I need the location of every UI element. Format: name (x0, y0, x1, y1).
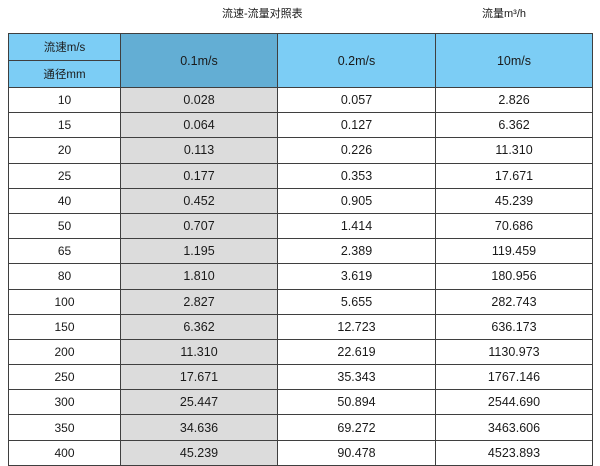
cell-flow-0: 11.310 (120, 338, 278, 366)
cell-flow-0: 17.671 (120, 364, 278, 391)
cell-flow-2: 1767.146 (435, 364, 593, 391)
cell-flow-1: 1.414 (277, 212, 436, 240)
table-title: 流速-流量对照表 (222, 8, 303, 20)
table-row: 10 0.028 0.057 2.826 (8, 86, 593, 114)
cell-flow-1: 0.226 (277, 137, 436, 164)
cell-flow-2: 1130.973 (435, 338, 593, 366)
header-row-bottom: 通径mm (8, 60, 593, 88)
caption-bar: 流速-流量对照表 流量m³/h (0, 0, 600, 33)
cell-diameter: 400 (8, 439, 121, 466)
table-row: 150 6.362 12.723 636.173 (8, 313, 593, 340)
cell-diameter: 25 (8, 162, 121, 189)
table-row: 200 11.310 22.619 1130.973 (8, 338, 593, 366)
header-velocity-1: 0.2m/s (277, 33, 436, 88)
cell-flow-1: 3.619 (277, 263, 436, 290)
header-row-top: 流速m/s 0.1m/s 0.2m/s 10m/s (8, 33, 593, 88)
cell-diameter: 250 (8, 364, 121, 391)
cell-flow-1: 5.655 (277, 288, 436, 315)
table-row: 100 2.827 5.655 282.743 (8, 288, 593, 315)
cell-diameter: 40 (8, 187, 121, 214)
cell-flow-0: 6.362 (120, 313, 278, 340)
cell-flow-2: 2.826 (435, 86, 593, 114)
cell-flow-0: 0.452 (120, 187, 278, 214)
cell-flow-2: 180.956 (435, 263, 593, 290)
table-body: 流速m/s 0.1m/s 0.2m/s 10m/s 通径mm 10 0.028 0.… (8, 33, 593, 466)
table-row: 80 1.810 3.619 180.956 (8, 263, 593, 290)
table-row: 50 0.707 1.414 70.686 (8, 212, 593, 240)
table-row: 25 0.177 0.353 17.671 (8, 162, 593, 189)
table-row: 15 0.064 0.127 6.362 (8, 112, 593, 139)
cell-flow-2: 636.173 (435, 313, 593, 340)
cell-flow-0: 0.113 (120, 137, 278, 164)
cell-flow-2: 70.686 (435, 212, 593, 240)
cell-flow-0: 34.636 (120, 414, 278, 441)
cell-flow-0: 1.810 (120, 263, 278, 290)
cell-flow-2: 119.459 (435, 238, 593, 265)
cell-flow-1: 12.723 (277, 313, 436, 340)
cell-flow-1: 50.894 (277, 389, 436, 416)
table-row: 350 34.636 69.272 3463.606 (8, 414, 593, 441)
cell-flow-1: 0.353 (277, 162, 436, 189)
cell-flow-2: 17.671 (435, 162, 593, 189)
cell-flow-2: 4523.893 (435, 439, 593, 466)
header-velocity-label: 流速m/s (8, 33, 121, 61)
cell-flow-2: 6.362 (435, 112, 593, 139)
table-row: 400 45.239 90.478 4523.893 (8, 439, 593, 466)
cell-flow-1: 90.478 (277, 439, 436, 466)
cell-flow-1: 0.905 (277, 187, 436, 214)
cell-flow-2: 2544.690 (435, 389, 593, 416)
cell-diameter: 350 (8, 414, 121, 441)
header-velocity-2: 10m/s (435, 33, 593, 88)
cell-flow-0: 0.707 (120, 212, 278, 240)
header-velocity-0: 0.1m/s (120, 33, 278, 88)
cell-flow-0: 0.064 (120, 112, 278, 139)
cell-diameter: 150 (8, 313, 121, 340)
cell-flow-0: 2.827 (120, 288, 278, 315)
cell-flow-0: 25.447 (120, 389, 278, 416)
cell-diameter: 50 (8, 212, 121, 240)
cell-diameter: 80 (8, 263, 121, 290)
cell-diameter: 15 (8, 112, 121, 139)
cell-flow-0: 0.028 (120, 86, 278, 114)
flow-unit-label: 流量m³/h (482, 8, 526, 20)
cell-flow-1: 35.343 (277, 364, 436, 391)
header-diameter-label: 通径mm (8, 60, 121, 88)
cell-diameter: 300 (8, 389, 121, 416)
cell-flow-1: 0.057 (277, 86, 436, 114)
table-row: 65 1.195 2.389 119.459 (8, 238, 593, 265)
cell-flow-1: 22.619 (277, 338, 436, 366)
cell-flow-1: 0.127 (277, 112, 436, 139)
table-row: 300 25.447 50.894 2544.690 (8, 389, 593, 416)
cell-flow-2: 282.743 (435, 288, 593, 315)
cell-flow-0: 45.239 (120, 439, 278, 466)
cell-diameter: 10 (8, 86, 121, 114)
cell-diameter: 65 (8, 238, 121, 265)
flow-velocity-table: 流速m/s 0.1m/s 0.2m/s 10m/s 通径mm 10 0.028 0.… (8, 33, 593, 466)
cell-diameter: 100 (8, 288, 121, 315)
cell-flow-2: 45.239 (435, 187, 593, 214)
cell-flow-0: 0.177 (120, 162, 278, 189)
cell-diameter: 20 (8, 137, 121, 164)
cell-flow-0: 1.195 (120, 238, 278, 265)
table-row: 40 0.452 0.905 45.239 (8, 187, 593, 214)
flow-velocity-table-wrap: 流速m/s 0.1m/s 0.2m/s 10m/s 通径mm 10 0.028 0.… (8, 33, 593, 466)
cell-flow-1: 2.389 (277, 238, 436, 265)
cell-flow-2: 3463.606 (435, 414, 593, 441)
cell-flow-2: 11.310 (435, 137, 593, 164)
table-row: 20 0.113 0.226 11.310 (8, 137, 593, 164)
table-row: 250 17.671 35.343 1767.146 (8, 364, 593, 391)
cell-diameter: 200 (8, 338, 121, 366)
cell-flow-1: 69.272 (277, 414, 436, 441)
